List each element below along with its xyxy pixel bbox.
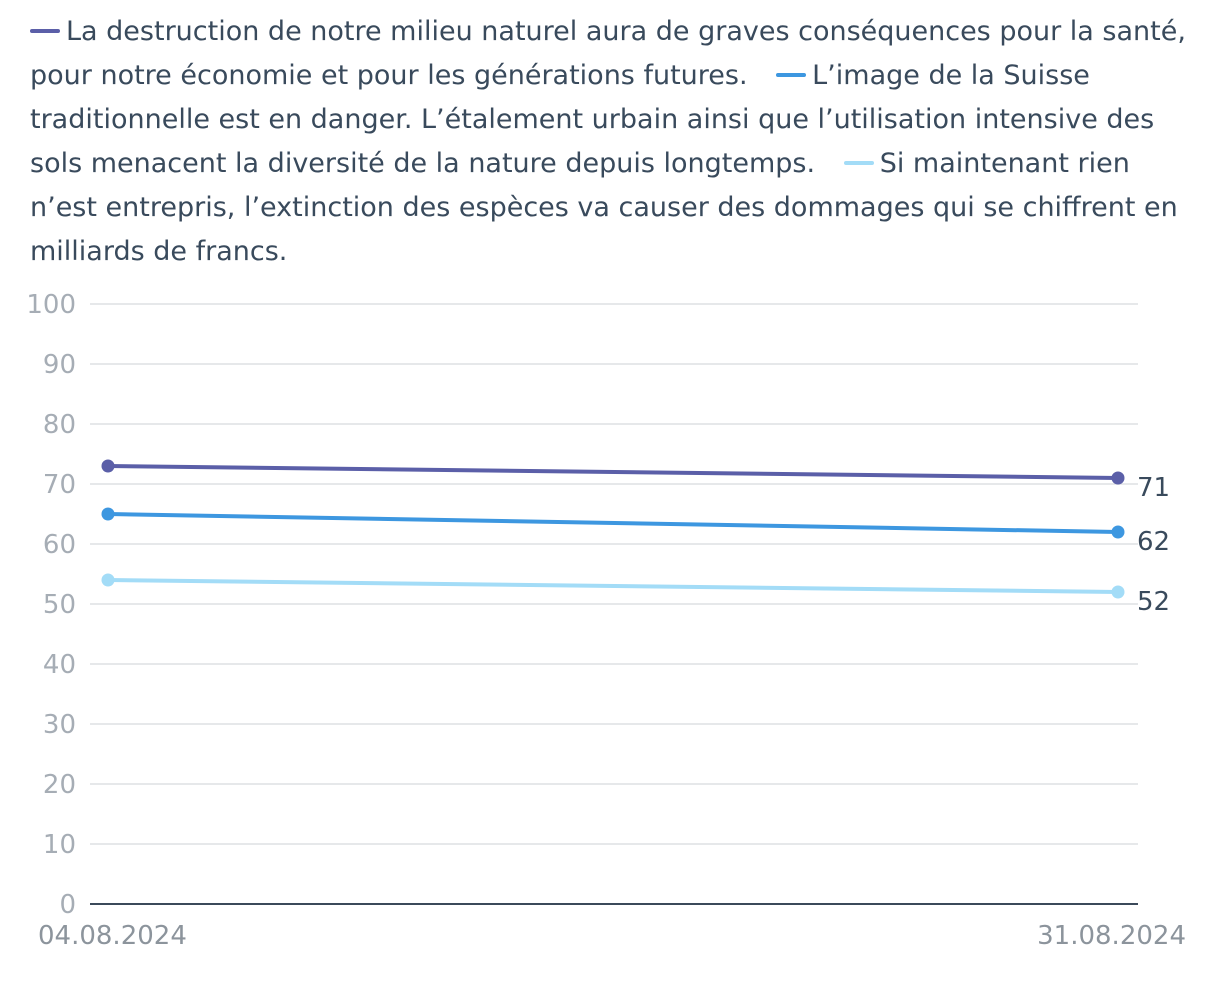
y-tick-label: 80 [43,410,76,440]
data-point[interactable] [1111,525,1125,539]
y-tick-label: 40 [43,650,76,680]
series-line-0 [106,464,1120,480]
legend-swatch-icon [843,160,874,165]
y-tick-label: 60 [43,530,76,560]
y-tick-label: 20 [43,770,76,800]
y-tick-label: 0 [59,890,76,920]
legend-entry-1[interactable]: L’image de la Suisse traditionnelle est … [30,60,1154,179]
data-label: 62 [1137,527,1170,557]
y-tick-label: 30 [43,710,76,740]
legend-entry-2[interactable]: Si maintenant rien n’est entrepris, l’ex… [30,148,1178,267]
data-label: 52 [1137,587,1170,617]
legend-swatch-icon [30,28,60,33]
legend: La destruction de notre milieu naturel a… [30,10,1200,274]
legend-label: Si maintenant rien n’est entrepris, l’ex… [30,148,1178,267]
legend-entry-0[interactable]: La destruction de notre milieu naturel a… [30,16,1186,91]
x-axis-ticks: 04.08.2024 31.08.2024 [38,921,1186,951]
gridlines [90,303,1138,845]
y-axis-ticks: 0 10 20 30 40 50 60 70 80 90 100 [26,290,76,920]
y-tick-label: 100 [26,290,76,320]
data-label: 71 [1137,473,1170,503]
legend-swatch-icon [776,72,807,77]
y-tick-label: 10 [43,830,76,860]
x-tick-label: 31.08.2024 [1037,921,1186,951]
legend-label: La destruction de notre milieu naturel a… [30,16,1186,91]
data-point[interactable] [101,507,115,521]
data-point[interactable] [101,459,115,473]
legend-label: L’image de la Suisse traditionnelle est … [30,60,1155,179]
y-tick-label: 50 [43,590,76,620]
y-tick-label: 70 [43,470,76,500]
series-line-2 [106,578,1120,594]
x-tick-label: 04.08.2024 [38,921,187,951]
y-tick-label: 90 [43,350,76,380]
data-point[interactable] [1111,471,1125,485]
data-point[interactable] [101,573,115,587]
series-group: 71 62 52 [101,459,1170,617]
data-point[interactable] [1111,585,1125,599]
series-line-1 [106,512,1120,534]
